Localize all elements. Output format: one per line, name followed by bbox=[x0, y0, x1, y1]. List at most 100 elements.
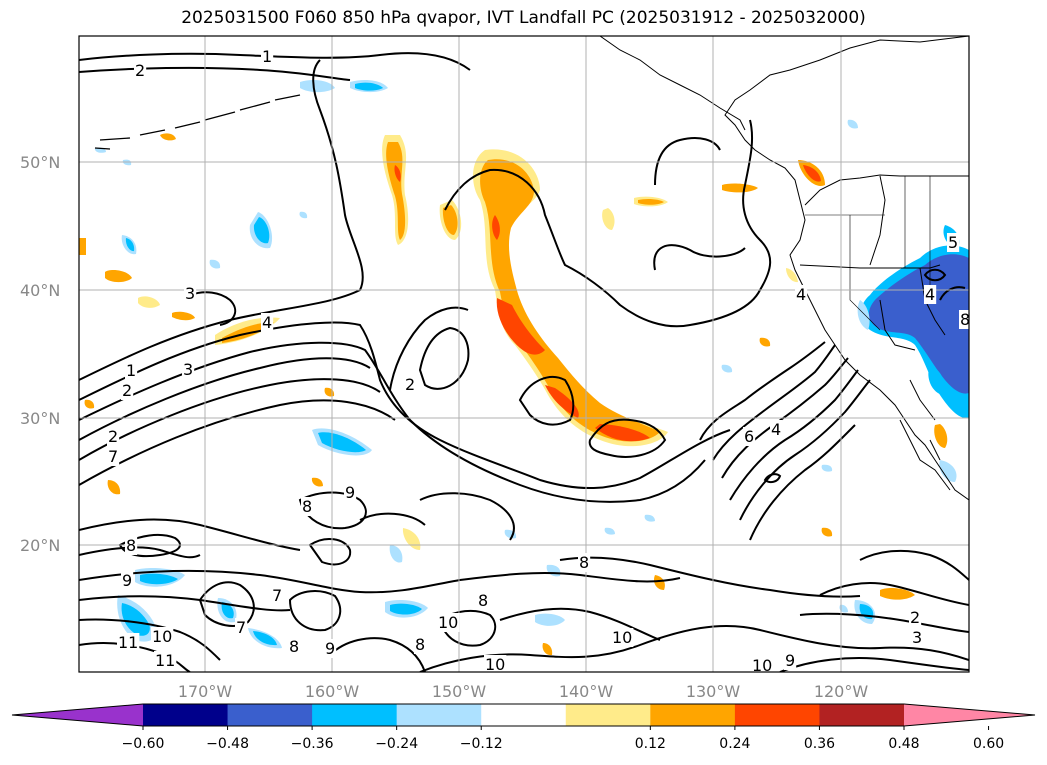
contour-label: 6 bbox=[744, 427, 754, 446]
contour-label-backdrop bbox=[121, 381, 134, 400]
map-title: 2025031500 F060 850 hPa qvapor, IVT Land… bbox=[181, 8, 866, 28]
contour-label: 7 bbox=[272, 586, 282, 605]
contour-label: 2 bbox=[135, 61, 145, 80]
aleutian-islands bbox=[94, 94, 301, 150]
contour-label-backdrop bbox=[611, 628, 634, 647]
contour-label-backdrop bbox=[151, 627, 174, 646]
contour-label-backdrop bbox=[324, 639, 337, 658]
contour-labels: 1 2 1 2 3 3 2 2 3 4 4 4 5 6 4 7 8 9 9 8 … bbox=[107, 47, 972, 675]
contour-label: 9 bbox=[325, 639, 335, 658]
contour-label: 3 bbox=[912, 628, 922, 647]
contour-label: 8 bbox=[289, 637, 299, 656]
colorbar-tick-label: −0.60 bbox=[122, 736, 165, 752]
contour-label-backdrop bbox=[909, 608, 922, 627]
shaded-fields bbox=[79, 80, 969, 656]
contour-label: 2 bbox=[122, 381, 132, 400]
contour-label-backdrop bbox=[344, 483, 357, 502]
contour-label: 7 bbox=[236, 618, 246, 637]
colorbar-segment bbox=[312, 704, 398, 726]
contour-label: 10 bbox=[438, 613, 458, 632]
state-borders bbox=[805, 176, 931, 331]
contour-label-backdrop bbox=[288, 637, 301, 656]
colorbar: −0.60 −0.48 −0.36 −0.24 −0.12 0.12 0.24 0.36 0.4… bbox=[11, 703, 1036, 752]
contour-label: 9 bbox=[345, 483, 355, 502]
contour-label: 10 bbox=[752, 656, 772, 675]
colorbar-tick-label: −0.24 bbox=[375, 736, 418, 752]
colorbar-tick-label: 0.36 bbox=[804, 736, 835, 752]
lon-label: 130°W bbox=[686, 682, 741, 701]
contour-label: 10 bbox=[485, 655, 505, 674]
contour-label-backdrop bbox=[751, 656, 774, 675]
lon-label: 120°W bbox=[814, 682, 869, 701]
colorbar-segment bbox=[481, 704, 567, 726]
lat-label: 30°N bbox=[20, 409, 60, 428]
contour-label-backdrop bbox=[911, 628, 924, 647]
contour-label: 9 bbox=[122, 571, 132, 590]
contour-label: 11 bbox=[118, 633, 138, 652]
contour-label-backdrop bbox=[117, 633, 140, 652]
colorbar-segment bbox=[12, 704, 143, 726]
contour-label-backdrop bbox=[484, 655, 507, 674]
colorbar-tick-label: −0.48 bbox=[206, 736, 249, 752]
contour-label: 2 bbox=[910, 608, 920, 627]
contour-label: 4 bbox=[925, 285, 935, 304]
contour-label: 10 bbox=[152, 627, 172, 646]
lon-label: 150°W bbox=[432, 682, 487, 701]
contour-label: 8 bbox=[415, 635, 425, 654]
contour-label-backdrop bbox=[301, 497, 314, 516]
contour-label-backdrop bbox=[125, 536, 138, 555]
contour-label-backdrop bbox=[107, 427, 120, 446]
contour-label-backdrop bbox=[261, 47, 274, 66]
contour-label-backdrop bbox=[795, 285, 808, 304]
colorbar-segment bbox=[143, 704, 229, 726]
contour-label-backdrop bbox=[477, 591, 490, 610]
contour-label: 4 bbox=[262, 313, 272, 332]
lat-label: 20°N bbox=[20, 536, 60, 555]
contour-label-backdrop bbox=[121, 571, 134, 590]
contour-label: 1 bbox=[126, 361, 136, 380]
contour-label: 3 bbox=[183, 360, 193, 379]
contour-label: 5 bbox=[948, 233, 958, 252]
contour-label-backdrop bbox=[414, 635, 427, 654]
contour-label-backdrop bbox=[578, 553, 591, 572]
contour-label: 8 bbox=[579, 553, 589, 572]
coastlines bbox=[599, 36, 969, 501]
contour-label: 2 bbox=[108, 427, 118, 446]
contour-label-backdrop bbox=[947, 233, 960, 252]
lon-label: 160°W bbox=[305, 682, 360, 701]
colorbar-tick-label: −0.12 bbox=[460, 736, 503, 752]
plot-frame bbox=[78, 35, 970, 673]
contour-label: 11 bbox=[155, 651, 175, 670]
lon-label: 140°W bbox=[559, 682, 614, 701]
contour-label-backdrop bbox=[271, 586, 284, 605]
colorbar-tick-label: 0.60 bbox=[973, 736, 1004, 752]
contour-label-backdrop bbox=[235, 618, 248, 637]
contour-label-backdrop bbox=[134, 61, 147, 80]
contour-label-backdrop bbox=[743, 427, 756, 446]
contour-label-backdrop bbox=[784, 651, 797, 670]
contour-label-backdrop bbox=[959, 310, 972, 329]
contour-label: 4 bbox=[796, 285, 806, 304]
lon-label: 170°W bbox=[178, 682, 233, 701]
contour-label: 8 bbox=[126, 536, 136, 555]
contour-label: 8 bbox=[478, 591, 488, 610]
contour-label-backdrop bbox=[154, 651, 177, 670]
lat-label: 50°N bbox=[20, 153, 60, 172]
contour-label: 10 bbox=[612, 628, 632, 647]
longitude-labels: 170°W 160°W 150°W 140°W 130°W 120°W bbox=[178, 682, 869, 701]
colorbar-tick-label: 0.48 bbox=[888, 736, 919, 752]
contour-lines bbox=[79, 52, 969, 672]
colorbar-segment bbox=[734, 704, 820, 726]
contour-label-backdrop bbox=[107, 447, 120, 466]
colorbar-segment bbox=[396, 704, 482, 726]
contour-label-backdrop bbox=[125, 361, 138, 380]
contour-label-backdrop bbox=[404, 375, 417, 394]
contour-label: 4 bbox=[771, 420, 781, 439]
contour-label: 7 bbox=[108, 447, 118, 466]
colorbar-segment bbox=[819, 704, 905, 726]
lat-label: 40°N bbox=[20, 281, 60, 300]
latitude-labels: 50°N 40°N 30°N 20°N bbox=[20, 153, 60, 555]
colorbar-segment bbox=[650, 704, 736, 726]
colorbar-segment bbox=[565, 704, 651, 726]
